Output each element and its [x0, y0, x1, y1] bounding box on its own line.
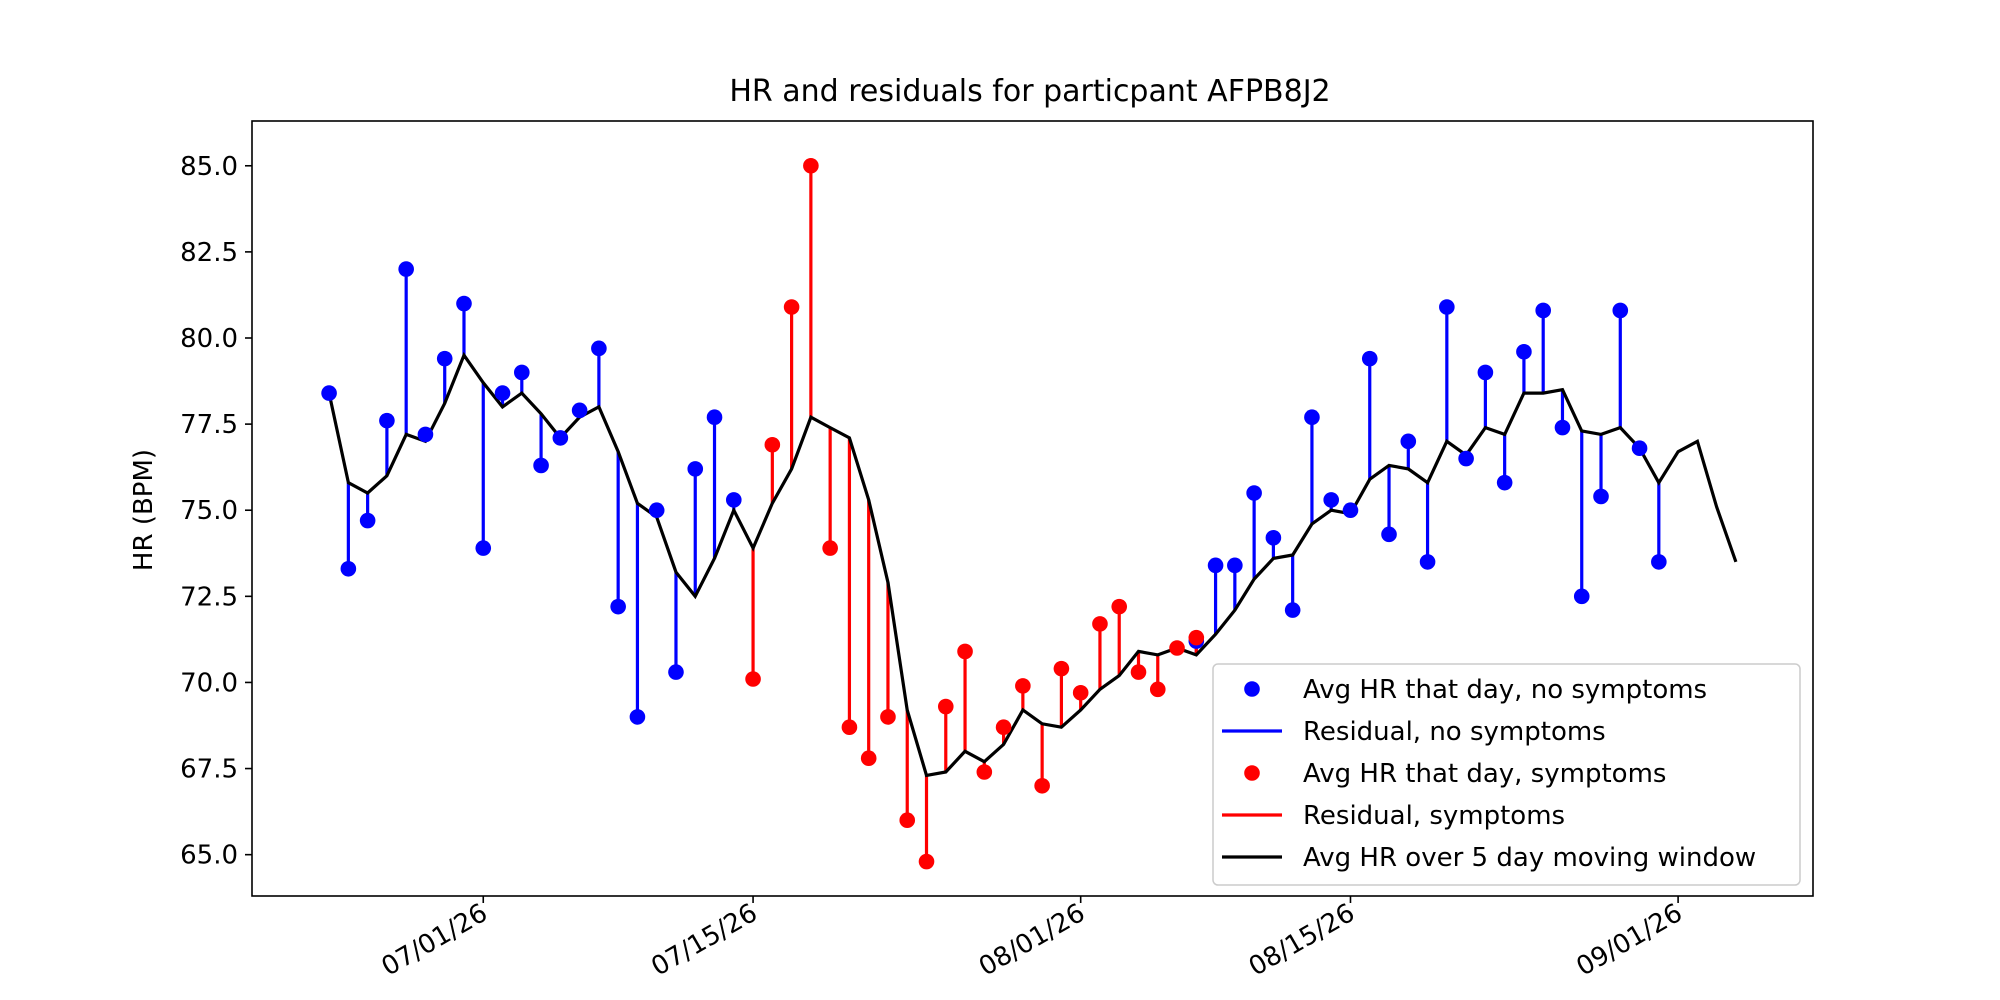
y-tick-label: 77.5: [180, 410, 238, 440]
no-symptom-day-point: [552, 430, 569, 446]
chart-title: HR and residuals for particpant AFPB8J2: [729, 74, 1330, 109]
no-symptom-day-point: [1439, 299, 1455, 315]
no-symptom-day-point: [1477, 364, 1494, 381]
no-symptom-day-point: [475, 540, 492, 556]
symptom-day-point: [918, 853, 935, 870]
y-tick-label: 75.0: [180, 496, 238, 526]
symptom-day-point: [745, 671, 761, 687]
no-symptom-day-point: [591, 340, 607, 357]
no-symptom-day-point: [629, 709, 646, 725]
no-symptom-day-point: [1651, 554, 1667, 570]
legend-label: Avg HR that day, symptoms: [1303, 759, 1666, 789]
no-symptom-day-point: [1227, 557, 1243, 574]
legend-marker: [1244, 765, 1260, 781]
symptom-day-point: [1130, 664, 1147, 680]
no-symptom-day-point: [1516, 343, 1532, 360]
symptom-day-point: [1149, 681, 1166, 698]
symptom-day-point: [976, 764, 993, 780]
no-symptom-day-point: [648, 502, 665, 519]
no-symptom-day-point: [494, 385, 511, 401]
symptom-day-point: [880, 709, 896, 725]
symptom-day-point: [899, 812, 916, 829]
no-symptom-day-point: [706, 409, 723, 426]
legend-box: [1212, 663, 1801, 886]
no-symptom-day-point: [514, 364, 530, 381]
no-symptom-day-point: [1284, 602, 1301, 618]
no-symptom-day-point: [1458, 450, 1474, 467]
no-symptom-day-point: [1612, 302, 1629, 319]
symptom-day-point: [957, 643, 973, 660]
y-tick-label: 80.0: [180, 324, 238, 354]
no-symptom-day-point: [1535, 302, 1551, 319]
y-tick-label: 70.0: [180, 668, 238, 698]
no-symptom-day-point: [417, 426, 434, 443]
symptom-day-point: [1072, 684, 1089, 701]
symptom-day-point: [1053, 660, 1070, 677]
symptom-day-point: [841, 719, 858, 736]
symptom-day-point: [803, 157, 819, 174]
symptom-day-point: [1111, 598, 1128, 615]
no-symptom-day-point: [1593, 488, 1609, 505]
symptom-day-point: [1034, 777, 1050, 794]
no-symptom-day-point: [1361, 350, 1378, 367]
no-symptom-day-point: [436, 350, 453, 367]
no-symptom-day-point: [1419, 554, 1436, 570]
no-symptom-day-point: [1304, 409, 1320, 426]
no-symptom-day-point: [398, 261, 414, 277]
no-symptom-day-point: [1554, 419, 1571, 436]
no-symptom-day-point: [1631, 440, 1648, 457]
y-tick-label: 82.5: [180, 238, 238, 268]
no-symptom-day-point: [687, 461, 704, 477]
no-symptom-day-point: [456, 295, 472, 312]
symptom-day-point: [995, 719, 1012, 736]
no-symptom-day-point: [533, 457, 549, 474]
no-symptom-day-point: [668, 664, 684, 680]
axes-frame: [251, 120, 1814, 897]
y-tick-label: 65.0: [180, 841, 238, 871]
no-symptom-day-point: [1400, 433, 1417, 450]
no-symptom-day-point: [725, 492, 742, 508]
no-symptom-day-point: [1573, 588, 1590, 605]
no-symptom-day-point: [571, 402, 588, 419]
legend-marker: [1244, 681, 1260, 697]
plot-area: [321, 157, 1738, 870]
no-symptom-day-point: [340, 560, 357, 577]
legend-label: Avg HR that day, no symptoms: [1303, 675, 1707, 705]
legend-label: Avg HR over 5 day moving window: [1303, 843, 1756, 873]
no-symptom-day-point: [1207, 557, 1224, 574]
y-tick-label: 67.5: [180, 755, 238, 785]
symptom-day-point: [1092, 616, 1108, 632]
legend-label: Residual, no symptoms: [1303, 717, 1606, 747]
no-symptom-day-point: [1342, 502, 1359, 519]
y-tick-label: 72.5: [180, 582, 238, 612]
symptom-day-point: [1015, 678, 1031, 694]
no-symptom-day-point: [610, 598, 626, 615]
no-symptom-day-point: [1381, 526, 1397, 543]
y-tick-label: 85.0: [180, 152, 238, 182]
no-symptom-day-point: [379, 412, 395, 429]
no-symptom-day-point: [1496, 474, 1513, 491]
symptom-day-point: [1169, 640, 1185, 656]
no-symptom-day-point: [1323, 492, 1340, 508]
symptom-day-point: [860, 750, 877, 767]
no-symptom-day-point: [321, 385, 337, 401]
legend: Avg HR that day, no symptoms Residual, no…: [1212, 663, 1801, 886]
no-symptom-day-point: [1265, 529, 1282, 546]
symptom-day-point: [783, 299, 800, 315]
legend-label: Residual, symptoms: [1303, 801, 1565, 831]
y-axis-label: HR (BPM): [129, 449, 159, 571]
no-symptom-day-point: [1246, 485, 1262, 501]
symptom-day-point: [822, 540, 838, 556]
symptom-day-point: [937, 698, 954, 715]
symptom-day-point: [764, 436, 781, 453]
symptom-day-point: [1188, 629, 1205, 646]
no-symptom-day-point: [359, 512, 376, 529]
